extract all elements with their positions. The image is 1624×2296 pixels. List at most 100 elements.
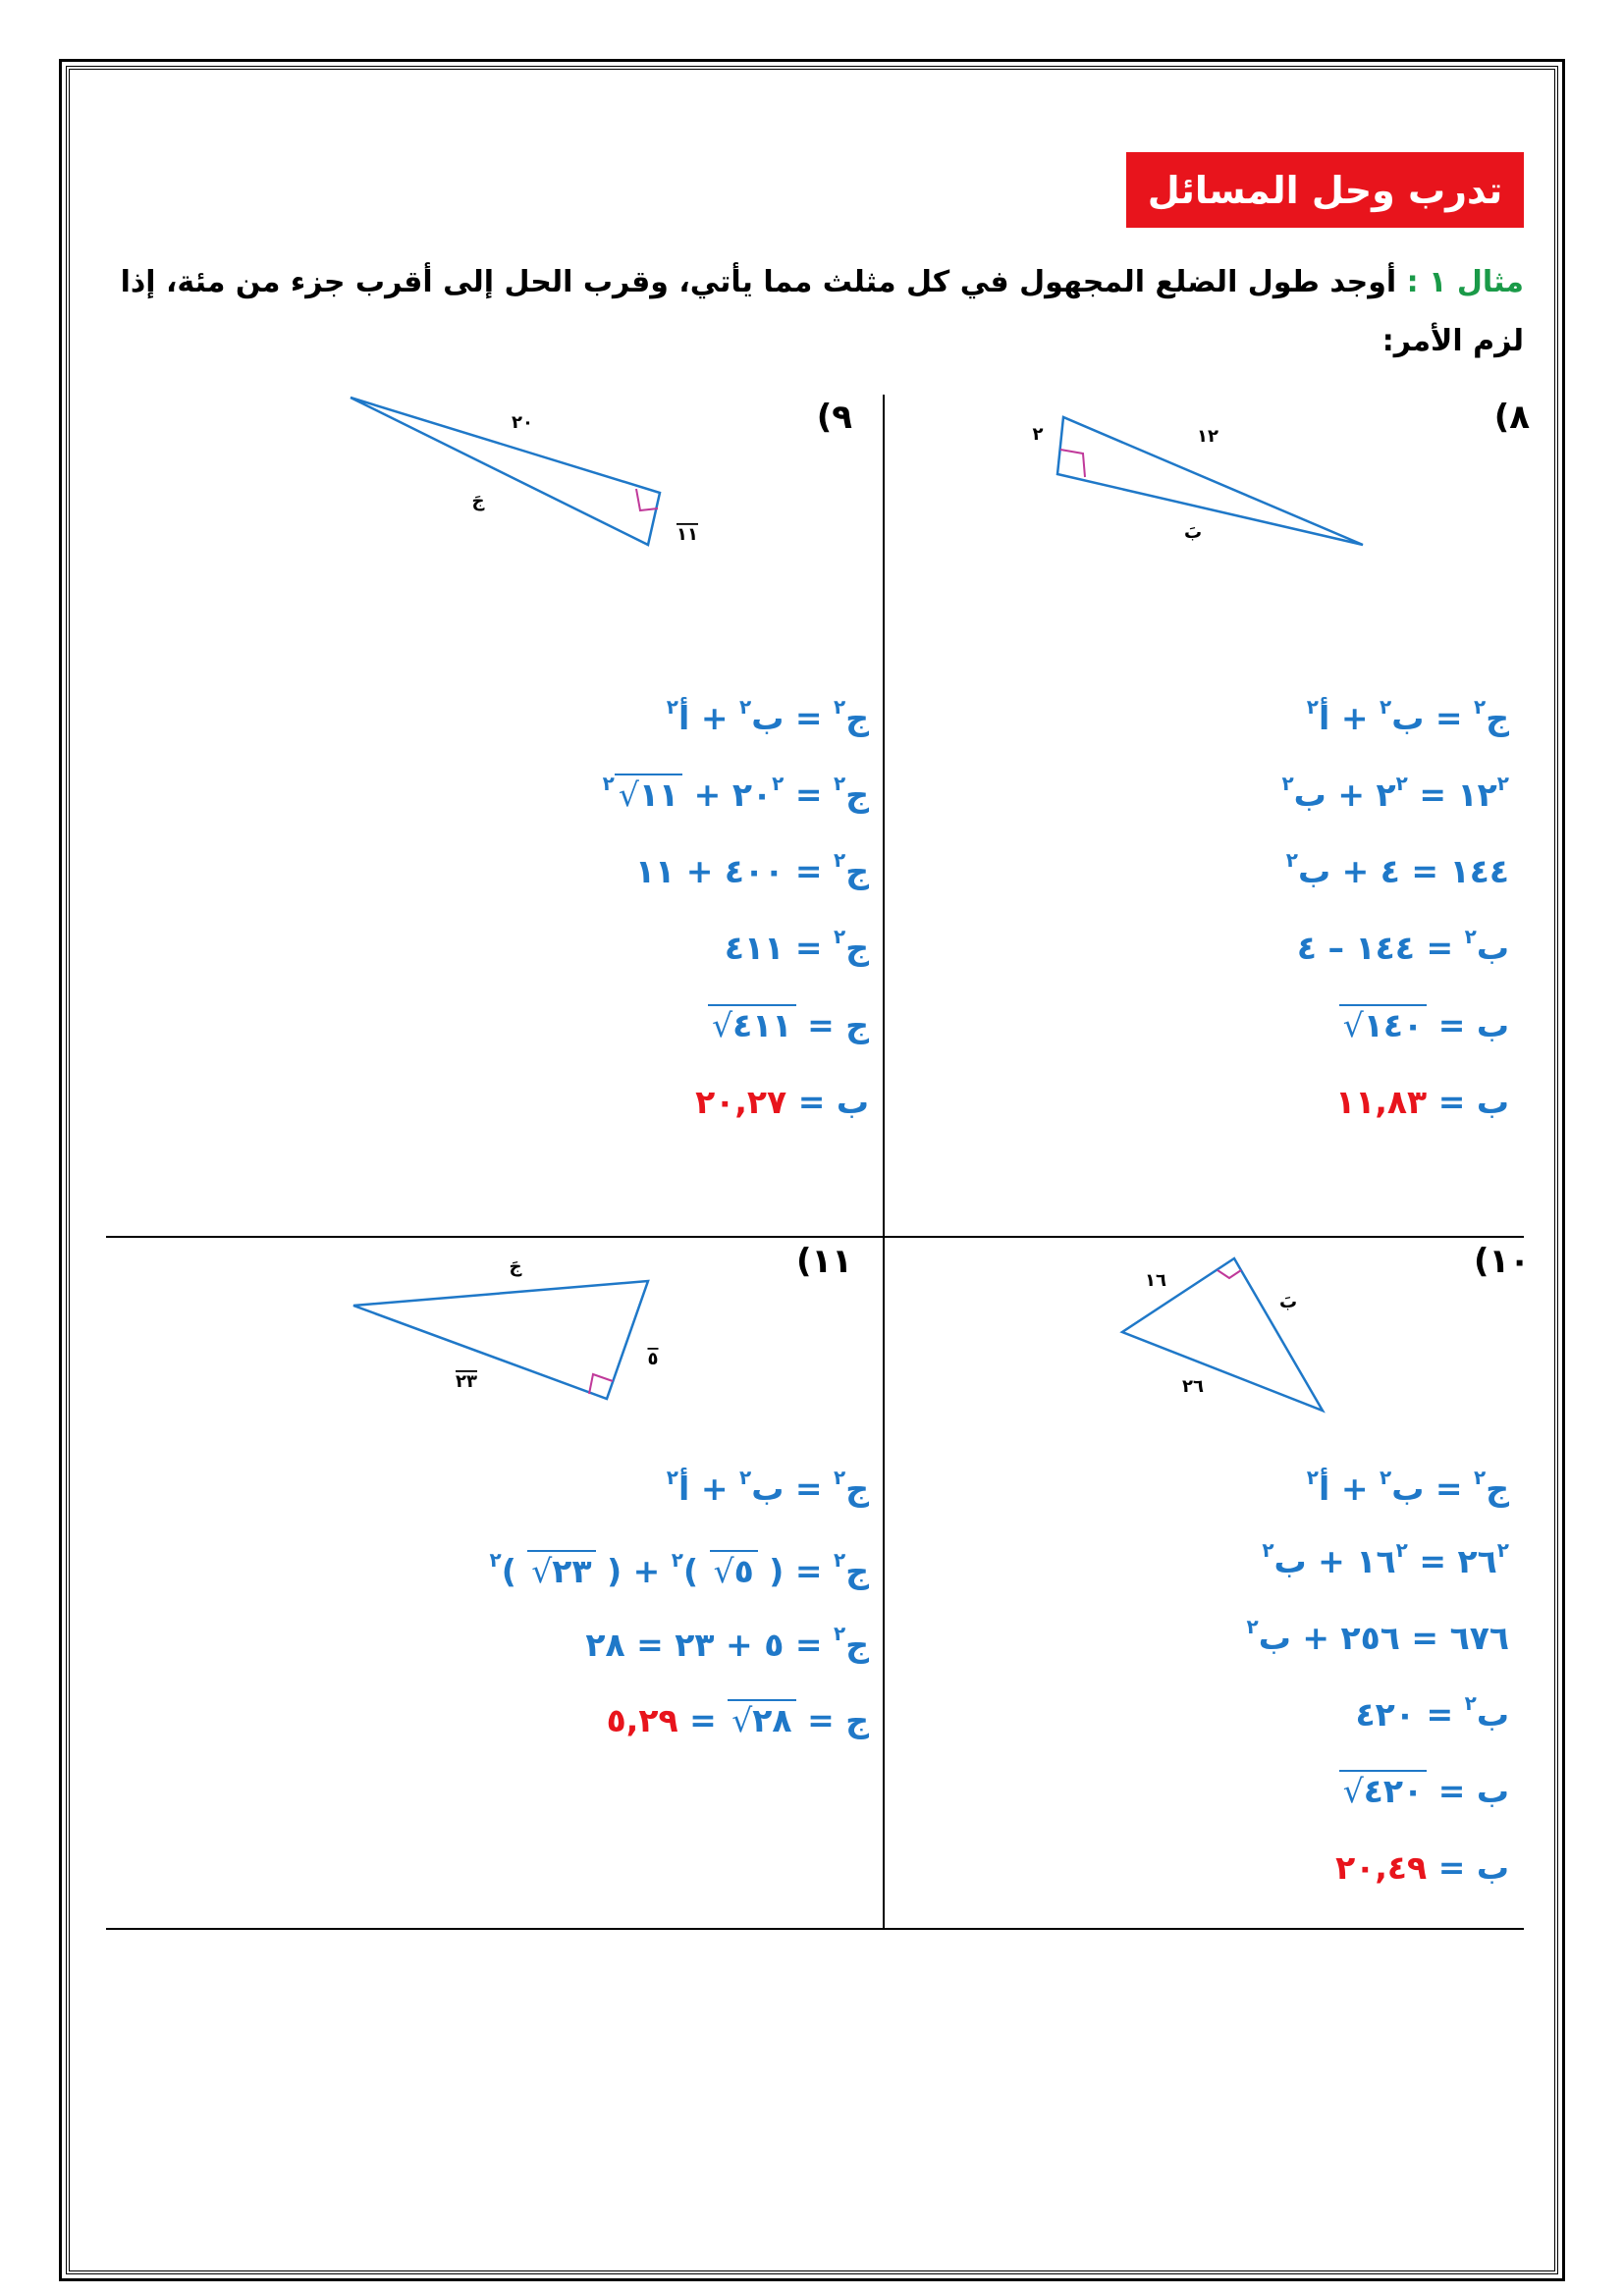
equation: ب = ١٤٠ <box>1338 1004 1509 1044</box>
equation-part: ٢ <box>1379 1466 1392 1489</box>
side-label: ١٦ <box>1145 1270 1166 1291</box>
side-label: ٥ <box>648 1349 659 1369</box>
equation: ج٢ = ٢٠٢ + ١١٢ <box>603 772 869 814</box>
equation-part: ج = <box>795 1701 869 1739</box>
equation-part: ٢ <box>1306 1466 1320 1489</box>
equation-part: ج <box>845 775 869 814</box>
equation: ب = ٢٠,٢٧ <box>695 1083 869 1121</box>
equation-part: ٥ <box>709 1550 758 1590</box>
problem-number: ٨) <box>1493 398 1530 437</box>
equation-part: ٢ <box>833 772 846 795</box>
equation: ج٢ = ب٢ + أ٢ <box>1307 695 1509 737</box>
page-frame <box>59 59 1565 2281</box>
equation-part: ٢ <box>738 1466 752 1489</box>
equation: ج٢ = ب٢ + أ٢ <box>667 1466 869 1508</box>
equation: ١٢٢ = ٢٢ + ب٢ <box>1281 772 1509 814</box>
equation-part: ٢ <box>1464 1691 1477 1715</box>
equation: ج = ٤١١ <box>708 1004 869 1044</box>
equation-part: ٢ <box>1395 772 1408 795</box>
equation-part: ب = <box>786 1083 869 1121</box>
equation-part: + ب <box>1293 775 1377 814</box>
equation: ب٢ = ١٤٤ – ٤ <box>1297 925 1509 967</box>
equation-part: ٢ <box>833 848 846 872</box>
equation: ب = ١١,٨٣ <box>1335 1083 1509 1121</box>
equation-part: ٢ <box>666 695 679 719</box>
equation-part: ج <box>845 852 869 890</box>
equation-part: ٢ <box>671 1548 684 1572</box>
section-title: تدرب وحل المسائل <box>1126 152 1524 228</box>
equation: ج٢ = ( ٥ )٢ + ( ٢٣ )٢ <box>489 1548 869 1590</box>
equation-part: ٤٢٠ <box>1338 1770 1428 1810</box>
side-label: جَ <box>510 1256 522 1277</box>
equation-part: ٢ <box>1262 1538 1274 1562</box>
equation-part: ٤١١ <box>708 1004 796 1044</box>
equation-part: ٢ <box>1395 1538 1408 1562</box>
equation-part: ٢ <box>602 772 615 795</box>
equation-part: = ٤١١ <box>724 929 834 967</box>
row-divider <box>106 1928 1524 1930</box>
equation-part: ٢ <box>1496 1538 1509 1562</box>
side-label: بَ <box>1184 522 1202 543</box>
equation: ج٢ = ب٢ + أ٢ <box>667 695 869 737</box>
equation-part: ٦٧٦ = ٢٥٦ + ب <box>1258 1619 1509 1657</box>
equation: ج٢ = ٤٠٠ + ١١ <box>635 848 869 890</box>
equation-part: ج <box>845 1552 869 1590</box>
equation-part: = ب <box>1391 699 1474 737</box>
equation-part: ب = <box>1427 1006 1509 1044</box>
row-divider <box>106 1236 1524 1238</box>
equation-part: ٢ <box>833 925 846 948</box>
equation: ٢٦٢ = ١٦٢ + ب٢ <box>1262 1538 1509 1580</box>
equation-part: ٢ <box>772 772 785 795</box>
equation-part: ب = <box>1427 1848 1509 1887</box>
equation: ب = ٢٠,٤٩ <box>1335 1848 1509 1887</box>
equation-part: = ( <box>757 1552 834 1590</box>
equation-part: + ب <box>1273 1542 1357 1580</box>
instruction: مثال ١ : أوجد طول الضلع المجهول في كل مث… <box>100 253 1524 371</box>
example-label: مثال ١ : <box>1406 265 1524 299</box>
side-label: بَ <box>1279 1292 1297 1312</box>
equation-part: ج <box>845 1626 869 1664</box>
equation-part: = ٢ <box>1376 775 1458 814</box>
equation-part: ٢٠,٤٩ <box>1335 1848 1428 1887</box>
equation-part: ٢ <box>1473 695 1487 719</box>
equation-part: ١٢ <box>1457 775 1497 814</box>
equation-part: ٢ <box>1281 772 1294 795</box>
equation-part: ٢ <box>1246 1615 1259 1638</box>
side-label: ٢٠ <box>512 412 533 433</box>
equation-part: = ٤٢٠ <box>1355 1695 1465 1734</box>
equation-part: ج <box>845 929 869 967</box>
equation-part: ٢ <box>489 1548 502 1572</box>
equation-part: = ١٤٤ – ٤ <box>1296 929 1465 967</box>
equation-part: + أ <box>678 699 739 737</box>
equation-part: ٢ <box>833 1466 846 1489</box>
instruction-text: أوجد طول الضلع المجهول في كل مثلث مما يأ… <box>120 265 1524 358</box>
side-label: جَ <box>472 491 485 511</box>
equation-part: = <box>677 1701 729 1739</box>
equation-part: ١٤٠ <box>1338 1004 1428 1044</box>
equation-part: ٢٣ <box>527 1550 596 1590</box>
equation-part: ٥,٢٩ <box>606 1701 678 1739</box>
equation: ج = ٢٨ = ٥,٢٩ <box>606 1699 869 1739</box>
equation-part: ٢ <box>1379 695 1392 719</box>
equation: ب٢ = ٤٢٠ <box>1356 1691 1509 1734</box>
equation-part: + أ <box>1319 1469 1380 1508</box>
equation-part: ) <box>683 1552 710 1590</box>
equation-part: ج <box>845 1469 869 1508</box>
equation-part: ) <box>501 1552 528 1590</box>
side-label: ٢٦ <box>1182 1376 1204 1397</box>
equation-part: ج = <box>795 1006 869 1044</box>
equation-part: ١٤٤ = ٤ + ب <box>1297 852 1509 890</box>
equation-part: ٢ <box>1473 1466 1487 1489</box>
equation-part: ب = <box>1427 1083 1509 1121</box>
equation-part: = ١٦ <box>1356 1542 1458 1580</box>
equation-part: ٢ <box>1285 848 1298 872</box>
equation-part: + <box>682 775 732 814</box>
equation-part: = ٥ + ٢٣ = ٢٨ <box>585 1626 834 1664</box>
equation: ج٢ = ٥ + ٢٣ = ٢٨ <box>585 1622 869 1664</box>
equation-part: ج <box>1486 699 1509 737</box>
equation-part: = ب <box>1391 1469 1474 1508</box>
equation-part: ٢٨ <box>728 1699 796 1739</box>
equation-part: ب <box>1476 1695 1509 1734</box>
equation-part: ٢ <box>1496 772 1509 795</box>
